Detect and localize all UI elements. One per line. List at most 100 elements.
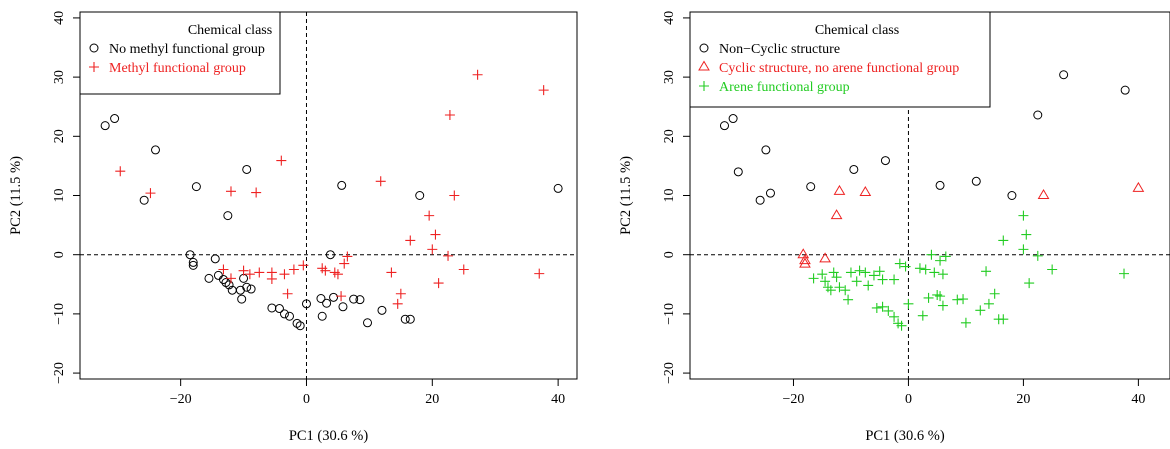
data-point bbox=[937, 269, 948, 280]
data-point bbox=[929, 267, 940, 278]
data-point bbox=[251, 187, 262, 198]
data-point bbox=[188, 260, 198, 270]
data-point bbox=[1021, 229, 1032, 240]
data-point bbox=[828, 267, 839, 278]
data-point bbox=[433, 278, 444, 289]
data-point bbox=[845, 267, 856, 278]
data-point bbox=[145, 188, 156, 199]
data-point bbox=[150, 145, 160, 155]
x-tick-label: 40 bbox=[1131, 392, 1145, 407]
data-point bbox=[833, 184, 846, 195]
data-point bbox=[900, 261, 911, 272]
data-point bbox=[920, 264, 931, 275]
data-point bbox=[430, 229, 441, 240]
y-tick-label: 10 bbox=[52, 189, 67, 203]
data-point bbox=[329, 292, 339, 302]
data-point bbox=[935, 180, 945, 190]
data-point bbox=[392, 298, 403, 309]
data-point bbox=[110, 114, 120, 124]
data-point bbox=[458, 264, 469, 275]
data-point bbox=[377, 305, 387, 315]
data-point bbox=[279, 309, 289, 319]
data-point bbox=[218, 275, 228, 285]
legend-entry: Methyl functional group bbox=[109, 61, 246, 76]
data-point bbox=[903, 298, 914, 309]
data-point bbox=[1024, 278, 1035, 289]
data-point bbox=[937, 300, 948, 311]
data-point bbox=[115, 166, 126, 177]
series-1 bbox=[100, 114, 563, 331]
data-point bbox=[235, 285, 245, 295]
data-point bbox=[386, 267, 397, 278]
data-point bbox=[1037, 189, 1050, 199]
y-tick-label: 10 bbox=[662, 189, 677, 203]
y-tick-label: 20 bbox=[52, 129, 67, 143]
data-point bbox=[284, 311, 294, 321]
data-point bbox=[349, 294, 359, 304]
data-point bbox=[218, 264, 229, 275]
data-point bbox=[400, 314, 410, 324]
data-point bbox=[819, 252, 831, 263]
data-point bbox=[917, 310, 928, 321]
data-point bbox=[298, 260, 309, 271]
y-tick-label: −20 bbox=[662, 362, 677, 384]
data-point bbox=[761, 145, 771, 155]
data-point bbox=[355, 295, 365, 305]
legend-marker bbox=[89, 43, 99, 53]
data-point bbox=[1033, 110, 1043, 120]
data-point bbox=[854, 265, 865, 276]
data-point bbox=[320, 265, 331, 276]
data-point bbox=[733, 167, 743, 177]
y-tick-label: 20 bbox=[662, 129, 677, 143]
legend: Chemical class No methyl functional group… bbox=[79, 11, 281, 95]
data-point bbox=[224, 280, 234, 290]
data-point bbox=[288, 264, 299, 275]
data-point bbox=[989, 288, 1000, 299]
data-point bbox=[998, 235, 1009, 246]
data-point bbox=[799, 257, 811, 268]
data-point bbox=[1018, 244, 1029, 255]
y-tick-label: −20 bbox=[52, 362, 67, 384]
y-tick-label: −10 bbox=[662, 303, 677, 325]
data-point bbox=[889, 311, 900, 322]
data-point bbox=[1120, 85, 1130, 95]
y-tick-label: 30 bbox=[662, 70, 677, 84]
data-point bbox=[185, 250, 195, 260]
data-point bbox=[424, 210, 435, 221]
data-point bbox=[100, 121, 110, 131]
data-point bbox=[254, 267, 265, 278]
y-tick-label: 40 bbox=[52, 11, 67, 25]
data-point bbox=[1018, 210, 1029, 221]
data-point bbox=[971, 176, 981, 186]
data-point bbox=[874, 266, 885, 277]
data-point bbox=[223, 211, 233, 221]
data-point bbox=[883, 305, 894, 316]
chart-panel-1: −20 0 20 40 −20 −10 0 10 20 30 40 PC1 (30.6 %) PC2 (… bbox=[8, 11, 578, 444]
legend-box bbox=[79, 11, 281, 95]
data-point bbox=[1059, 70, 1069, 80]
data-point bbox=[860, 267, 871, 278]
data-point bbox=[342, 251, 353, 262]
data-point bbox=[765, 188, 775, 198]
data-point bbox=[395, 288, 406, 299]
data-point bbox=[834, 282, 845, 293]
data-point bbox=[820, 276, 831, 287]
data-point bbox=[472, 69, 483, 80]
data-point bbox=[246, 284, 256, 294]
data-point bbox=[337, 180, 347, 190]
x-tick-label: 20 bbox=[1016, 392, 1030, 407]
legend-marker bbox=[89, 62, 99, 72]
data-point bbox=[292, 318, 302, 328]
legend-entry: Non−Cyclic structure bbox=[719, 42, 840, 57]
data-point bbox=[225, 273, 236, 284]
data-point bbox=[1132, 181, 1145, 192]
x-axis-label: PC1 (30.6 %) bbox=[289, 428, 369, 444]
data-point bbox=[274, 304, 284, 314]
data-point bbox=[279, 269, 290, 280]
data-point bbox=[267, 303, 277, 313]
data-point bbox=[444, 109, 455, 120]
data-point bbox=[825, 285, 836, 296]
legend-marker bbox=[698, 60, 710, 71]
